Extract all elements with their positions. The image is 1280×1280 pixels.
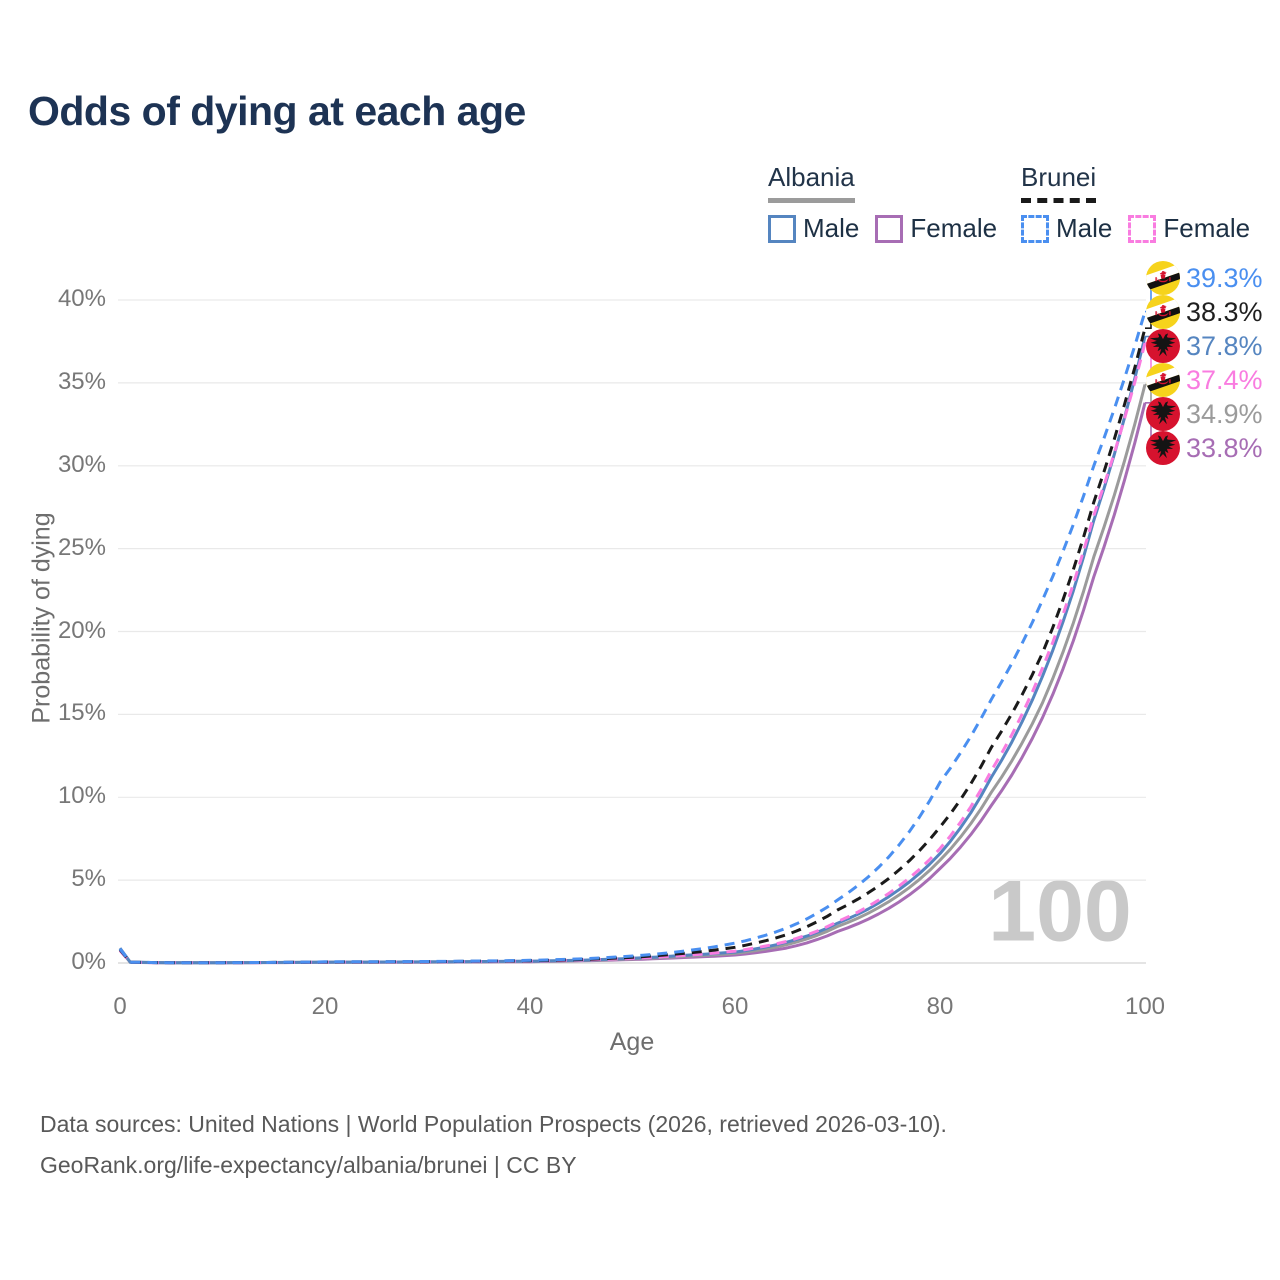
y-tick-label: 35% bbox=[57, 367, 106, 395]
x-axis-title: Age bbox=[609, 1028, 655, 1056]
page-title: Odds of dying at each age bbox=[28, 88, 526, 134]
x-tick-label: 20 bbox=[311, 993, 339, 1020]
end-label-value: 33.8% bbox=[1186, 432, 1263, 463]
legend-group-albania: Albania Male Female bbox=[768, 162, 997, 244]
y-tick-label: 10% bbox=[57, 782, 106, 810]
source-line: Data sources: United Nations | World Pop… bbox=[40, 1111, 947, 1137]
y-tick-label: 5% bbox=[71, 865, 106, 893]
flag-slot bbox=[1146, 397, 1180, 431]
legend-item-albania-male[interactable]: Male bbox=[768, 213, 859, 244]
x-tick-label: 80 bbox=[926, 993, 954, 1020]
albania-flag-icon bbox=[1146, 329, 1180, 363]
end-label-row: 33.8% bbox=[1146, 431, 1263, 465]
legend-item-label: Female bbox=[910, 213, 998, 243]
albania-flag-icon bbox=[1146, 397, 1180, 431]
y-tick-label: 20% bbox=[57, 616, 106, 644]
x-tick-label: 60 bbox=[721, 993, 749, 1020]
end-label-row: 39.3% bbox=[1146, 261, 1263, 295]
end-label-row: 38.3% bbox=[1146, 295, 1263, 329]
y-tick-label: 25% bbox=[57, 533, 106, 561]
brunei-flag-icon bbox=[1146, 261, 1180, 295]
source-link-line[interactable]: GeoRank.org/life-expectancy/albania/brun… bbox=[40, 1152, 577, 1178]
albania-female-swatch-icon bbox=[875, 214, 904, 243]
legend-group-brunei: Brunei Male Female bbox=[1021, 162, 1250, 244]
end-label-value: 34.9% bbox=[1186, 398, 1263, 429]
brunei-flag-icon bbox=[1146, 363, 1180, 397]
end-label-value: 39.3% bbox=[1186, 262, 1263, 293]
y-tick-label: 40% bbox=[57, 285, 106, 312]
legend-item-label: Male bbox=[1056, 213, 1113, 243]
flag-slot bbox=[1146, 329, 1180, 363]
end-label-row: 37.8% bbox=[1146, 329, 1263, 363]
x-tick-label: 40 bbox=[516, 993, 544, 1020]
legend-item-brunei-female[interactable]: Female bbox=[1128, 213, 1250, 244]
end-label-row: 34.9% bbox=[1146, 397, 1263, 431]
legend-item-brunei-male[interactable]: Male bbox=[1021, 213, 1112, 244]
y-tick-label: 0% bbox=[71, 948, 106, 975]
albania-male-swatch-icon bbox=[768, 214, 796, 243]
flag-slot bbox=[1146, 261, 1180, 295]
x-tick-label: 0 bbox=[113, 993, 127, 1020]
y-tick-label: 30% bbox=[57, 450, 106, 478]
brunei-female-swatch-icon bbox=[1128, 214, 1157, 243]
end-label-value: 37.8% bbox=[1186, 330, 1263, 361]
y-tick-label: 15% bbox=[57, 699, 106, 727]
albania-flag-icon bbox=[1146, 431, 1180, 465]
brunei-flag-icon bbox=[1146, 295, 1180, 329]
brunei-male-swatch-icon bbox=[1021, 214, 1049, 243]
flag-slot bbox=[1146, 363, 1180, 397]
end-label-value: 38.3% bbox=[1186, 296, 1263, 327]
flag-slot bbox=[1146, 295, 1180, 329]
legend-item-label: Male bbox=[803, 213, 860, 243]
end-label-row: 37.4% bbox=[1146, 363, 1263, 397]
legend-country-albania[interactable]: Albania bbox=[768, 162, 855, 203]
legend-item-albania-female[interactable]: Female bbox=[875, 213, 997, 244]
x-tick-label: 100 bbox=[1124, 993, 1166, 1020]
flag-slot bbox=[1146, 431, 1180, 465]
legend-item-label: Female bbox=[1163, 213, 1251, 243]
legend-country-brunei[interactable]: Brunei bbox=[1021, 162, 1097, 203]
source-attribution: Data sources: United Nations | World Pop… bbox=[40, 1104, 947, 1186]
end-label-value: 37.4% bbox=[1186, 364, 1263, 395]
